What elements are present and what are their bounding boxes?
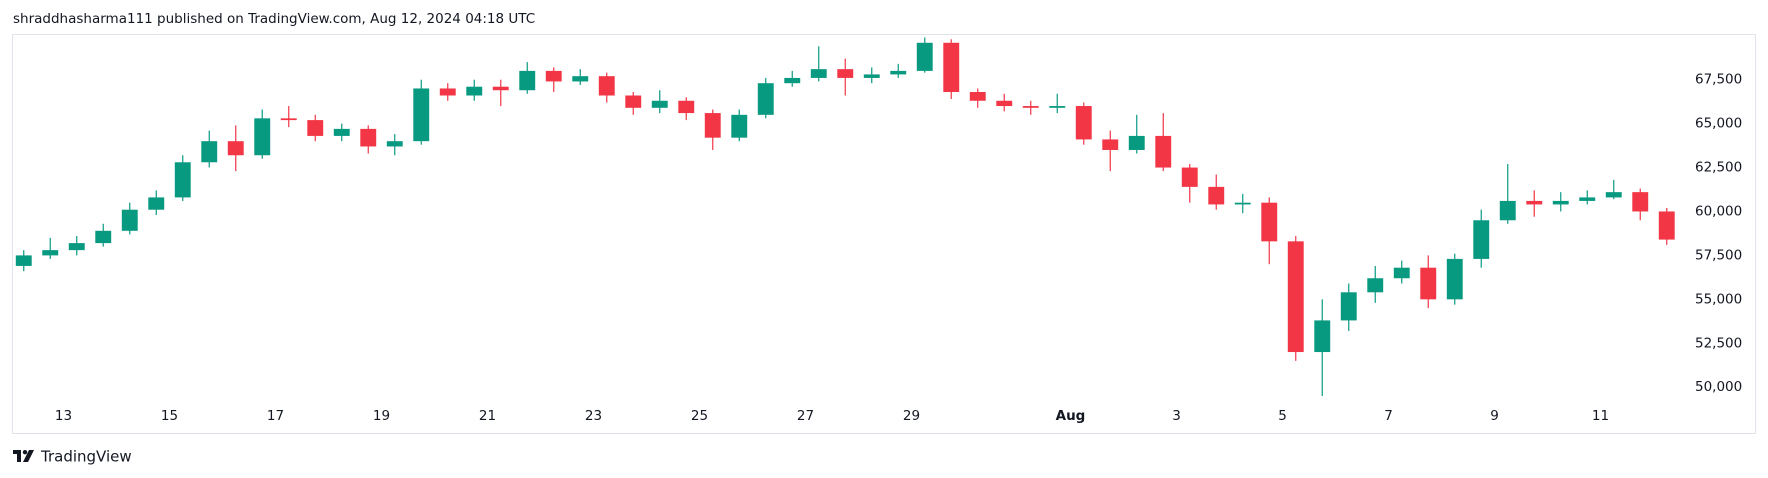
candle-body [15, 255, 32, 266]
candle-body [678, 100, 695, 114]
candle-body [174, 162, 191, 198]
y-tick-label: 52,500 [1695, 335, 1742, 351]
candle-body [704, 113, 721, 138]
candle-body [545, 70, 562, 82]
candle-body [439, 88, 456, 96]
candle-body [1552, 200, 1569, 205]
candle-body [1473, 220, 1490, 259]
candle-body [201, 141, 218, 163]
candle-body [943, 42, 960, 92]
candle-body [333, 128, 350, 136]
candle-body [1658, 211, 1675, 240]
x-tick-label: 9 [1490, 408, 1499, 424]
y-tick-label: 55,000 [1695, 291, 1742, 307]
x-tick-label: 19 [373, 408, 390, 424]
x-tick-label: 23 [585, 408, 602, 424]
candle-body [1155, 135, 1172, 168]
y-tick-label: 62,500 [1695, 160, 1742, 176]
candle-body [1234, 202, 1251, 205]
candle-body [757, 83, 774, 115]
candle-body [916, 42, 933, 71]
x-tick-label: 3 [1172, 408, 1181, 424]
x-tick-label: Aug [1056, 408, 1086, 424]
x-tick-label: 29 [903, 408, 920, 424]
candle-body [360, 128, 377, 147]
candle-body [1287, 241, 1304, 353]
y-tick-label: 50,000 [1695, 379, 1742, 395]
candle-body [227, 141, 244, 156]
x-tick-label: 27 [797, 408, 814, 424]
candle-body [1499, 200, 1516, 221]
candle-body [492, 86, 509, 91]
candle-body [572, 76, 589, 82]
candle-body [651, 100, 668, 108]
candle-body [466, 86, 483, 96]
candle-body [1128, 135, 1145, 150]
candle-body [1022, 106, 1039, 108]
candle-body [254, 118, 271, 156]
y-tick-label: 60,000 [1695, 203, 1742, 219]
candle-body [996, 100, 1013, 107]
candle-body [1579, 197, 1596, 201]
x-tick-label: 15 [161, 408, 178, 424]
x-tick-label: 17 [267, 408, 284, 424]
y-tick-label: 67,500 [1695, 72, 1742, 88]
candle-body [810, 69, 827, 78]
x-tick-label: 11 [1592, 408, 1609, 424]
candle-body [1393, 267, 1410, 279]
candle-body [1367, 278, 1384, 293]
candle-body [969, 91, 986, 101]
candle-body [386, 141, 403, 147]
candle-body [625, 95, 642, 108]
candle-body [1340, 292, 1357, 321]
candle-body [1181, 167, 1198, 187]
candle-body [95, 230, 112, 244]
candle-body [863, 74, 880, 78]
candle-body [413, 88, 430, 142]
candle-body [519, 70, 536, 91]
candle-body [280, 118, 297, 121]
header-title: shraddhasharma111 published on TradingVi… [13, 11, 535, 27]
candle-body [1314, 320, 1331, 353]
x-tick-label: 21 [479, 408, 496, 424]
x-tick-label: 25 [691, 408, 708, 424]
candle-body [307, 120, 324, 136]
candle-body [68, 243, 85, 251]
candle-body [890, 70, 907, 75]
candle-body [1261, 202, 1278, 242]
chart-frame [12, 34, 1756, 434]
brand-logo [13, 450, 34, 462]
candle-body [1605, 192, 1622, 198]
x-tick-label: 5 [1278, 408, 1287, 424]
candle-body [1632, 192, 1649, 212]
y-tick-label: 57,500 [1695, 247, 1742, 263]
x-tick-label: 7 [1384, 408, 1393, 424]
candle-body [42, 250, 59, 256]
x-tick-label: 13 [55, 408, 72, 424]
candle-body [1446, 258, 1463, 300]
candle-body [1208, 186, 1225, 205]
candle-body [1075, 106, 1092, 140]
candle-body [837, 69, 854, 78]
y-tick-label: 65,000 [1695, 116, 1742, 132]
candle-body [598, 76, 615, 96]
candle-body [731, 114, 748, 138]
candle-body [148, 197, 165, 210]
brand-name: TradingView [40, 448, 132, 466]
candle-body [121, 209, 138, 231]
candle-body [1526, 200, 1543, 205]
candle-body [784, 77, 801, 84]
candle-body [1102, 139, 1119, 150]
candle-body [1049, 106, 1066, 108]
candle-body [1420, 267, 1437, 300]
